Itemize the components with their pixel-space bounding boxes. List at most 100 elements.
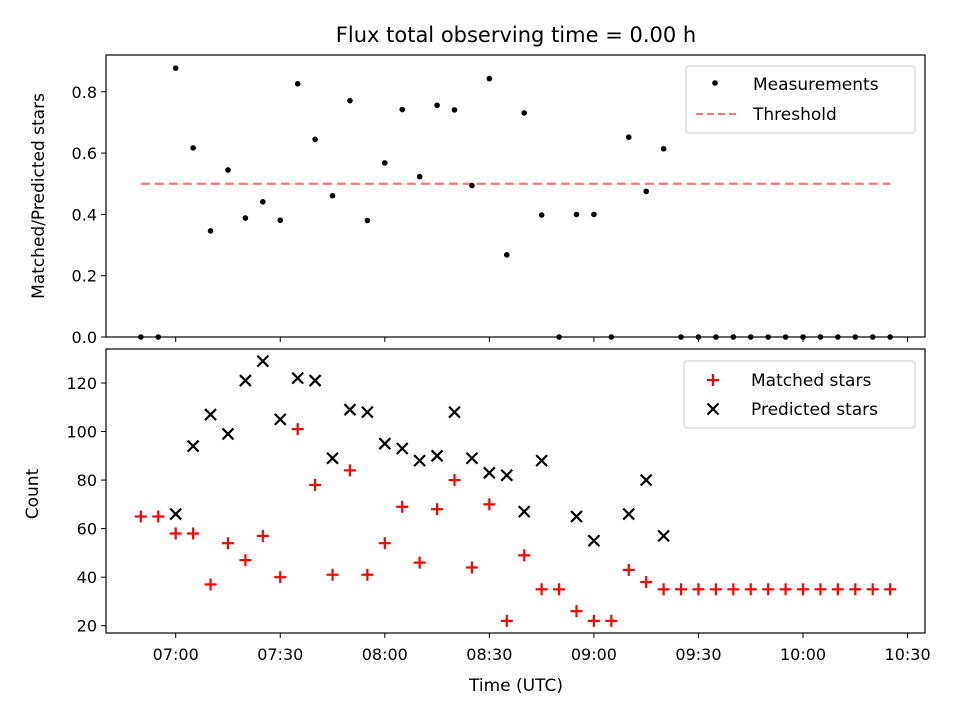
measurement-point	[207, 228, 214, 234]
top-y-axis-label: Matched/Predicted stars	[29, 93, 49, 299]
x-tick-label: 10:30	[885, 645, 931, 664]
measurement-point	[294, 81, 301, 87]
x-tick-label: 07:00	[153, 645, 199, 664]
predicted-star-point	[378, 437, 392, 450]
y-tick-label: 40	[77, 568, 97, 587]
matched-star-point	[849, 583, 862, 596]
measurement-point	[643, 188, 649, 195]
predicted-star-point	[517, 505, 531, 518]
matched-star-point	[378, 537, 391, 550]
matched-star-point	[152, 510, 165, 523]
predicted-star-point	[256, 354, 270, 368]
chart-title: Flux total observing time = 0.00 h	[336, 23, 696, 47]
measurement-point	[573, 211, 580, 218]
predicted-star-point	[570, 510, 583, 523]
measurement-points	[138, 65, 893, 340]
matched-star-point	[640, 576, 653, 589]
x-tick-label: 09:30	[675, 645, 721, 664]
matched-star-point	[309, 478, 322, 491]
matched-star-point	[727, 583, 740, 596]
predicted-star-point	[239, 374, 252, 387]
legend-label-predicted: Predicted stars	[751, 400, 878, 420]
measurement-point	[260, 199, 266, 205]
matched-star-point	[396, 500, 409, 513]
matched-star-point	[535, 583, 548, 596]
top-legend: Measurements Threshold	[685, 65, 916, 134]
matched-star-point	[326, 568, 339, 581]
matched-star-point	[605, 614, 618, 627]
predicted-star-point	[204, 408, 217, 421]
y-tick-label: 0.2	[72, 267, 97, 286]
predicted-star-point	[448, 405, 461, 419]
measurement-point	[660, 145, 667, 152]
legend-label-matched: Matched stars	[751, 371, 871, 391]
matched-star-point	[134, 510, 147, 523]
matched-star-point	[518, 549, 531, 562]
measurement-point	[329, 192, 336, 199]
predicted-star-point	[291, 371, 304, 385]
measurement-point	[416, 173, 423, 180]
predicted-star-point	[221, 427, 235, 441]
matched-star-point	[483, 498, 496, 511]
measurement-point	[382, 160, 388, 166]
matched-star-point	[570, 605, 583, 618]
matched-star-point	[431, 503, 444, 516]
predicted-star-point	[657, 529, 670, 543]
predicted-star-point	[326, 451, 339, 465]
y-tick-label: 60	[77, 520, 97, 539]
x-tick-label: 10:00	[780, 645, 826, 664]
matched-star-point	[622, 563, 635, 576]
y-tick-label: 20	[77, 617, 97, 636]
measurement-point	[591, 211, 597, 218]
measurement-point	[521, 110, 528, 116]
predicted-star-point	[308, 374, 322, 387]
predicted-star-point	[430, 449, 444, 463]
bottom-y-axis-label: Count	[23, 468, 43, 519]
top-x-ticks	[175, 337, 909, 342]
bottom-axes-frame	[105, 348, 926, 634]
matched-star-point	[779, 583, 792, 596]
legend-dot-icon	[712, 80, 718, 86]
matched-star-point	[274, 571, 287, 584]
predicted-star-point	[273, 413, 287, 426]
top-legend-box	[685, 65, 916, 134]
predicted-star-point	[639, 473, 653, 487]
bottom-y-ticks: 20 40 60 80 100 120	[66, 374, 106, 636]
top-panel: Flux total observing time = 0.00 h 0.0 0.…	[29, 23, 926, 347]
matched-star-point	[256, 529, 269, 542]
measurement-point	[312, 136, 318, 143]
matched-star-point	[866, 583, 879, 596]
x-tick-label: 08:30	[466, 645, 512, 664]
matched-star-point	[744, 583, 757, 596]
count-points	[134, 354, 897, 627]
x-tick-label: 08:00	[362, 645, 408, 664]
matched-star-point	[448, 474, 461, 487]
matched-star-point	[187, 527, 200, 540]
predicted-star-point	[186, 439, 200, 453]
legend-label-threshold: Threshold	[752, 105, 837, 125]
matched-star-point	[169, 527, 182, 540]
matched-star-point	[343, 464, 356, 477]
predicted-star-point	[587, 534, 601, 548]
y-tick-label: 120	[66, 374, 97, 393]
matched-star-point	[413, 556, 426, 569]
matched-star-point	[221, 537, 234, 550]
y-tick-label: 0.0	[72, 328, 97, 347]
y-tick-label: 80	[77, 471, 97, 490]
measurement-point	[190, 145, 196, 151]
predicted-star-point	[361, 405, 374, 419]
measurement-point	[503, 252, 510, 258]
predicted-star-point	[465, 451, 479, 465]
matched-star-point	[884, 583, 897, 596]
measurement-point	[399, 106, 406, 113]
measurement-point	[172, 65, 179, 71]
matched-star-point	[291, 423, 304, 436]
matched-star-point	[204, 578, 217, 591]
predicted-star-point	[500, 468, 514, 482]
y-tick-label: 0.4	[72, 205, 97, 224]
bottom-x-ticks: 07:00 07:30 08:00 08:30 09:00 09:30 10:00 10:30	[153, 633, 931, 664]
matched-star-point	[553, 583, 566, 596]
y-tick-label: 0.8	[72, 83, 97, 102]
legend-plus-icon	[707, 374, 719, 386]
predicted-star-point	[483, 466, 496, 480]
